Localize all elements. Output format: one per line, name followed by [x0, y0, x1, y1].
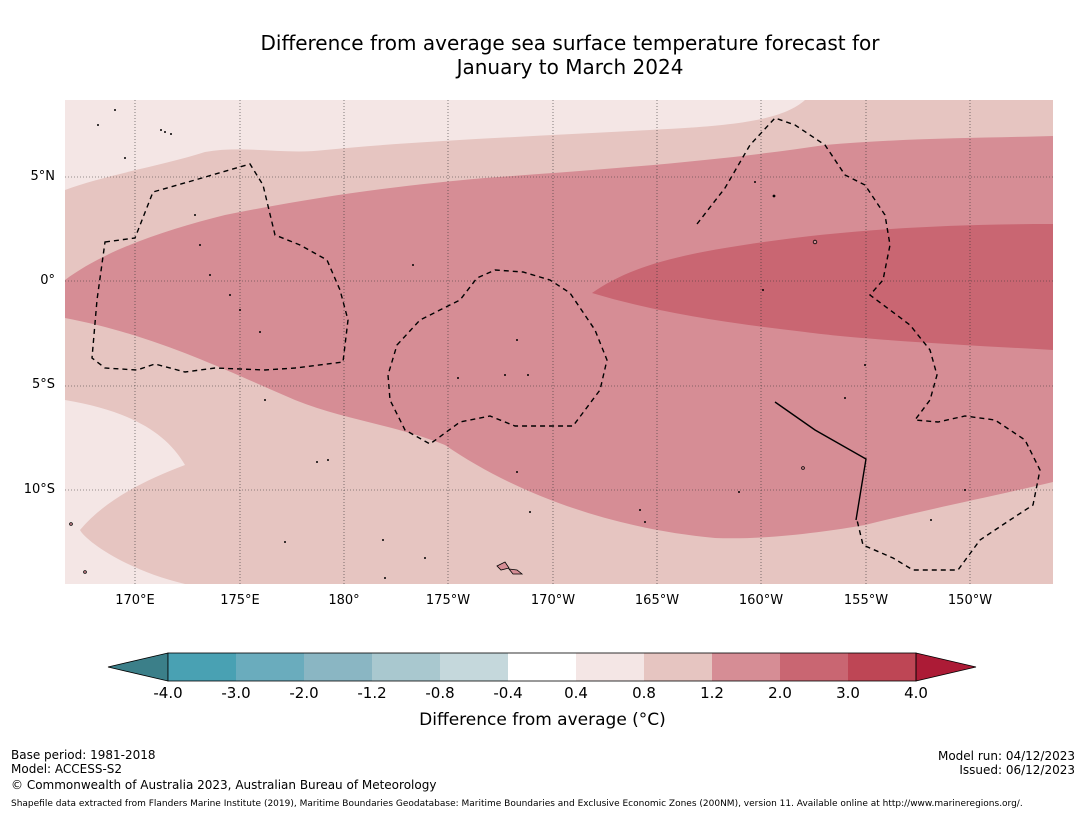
maritime-boundary [774, 401, 867, 521]
colorbar-segment [372, 653, 440, 681]
colorbar-segment [508, 653, 576, 681]
colorbar-tick-label: -4.0 [153, 684, 183, 702]
x-tick-175e: 175°E [220, 593, 260, 608]
colorbar-segment [576, 653, 644, 681]
colorbar-tick-label: -0.8 [425, 684, 455, 702]
x-tick-155w: 155°W [843, 593, 889, 608]
colorbar-outline [167, 652, 917, 682]
eez-boundaries [91, 117, 1041, 571]
y-tick-0: 0° [40, 273, 55, 288]
x-tick-160w: 160°W [738, 593, 784, 608]
colorbar-tick-label: 1.2 [700, 684, 724, 702]
x-tick-150w: 150°W [947, 593, 993, 608]
base-period: Base period: 1981-2018 [11, 748, 156, 762]
issued-date: Issued: 06/12/2023 [959, 763, 1075, 777]
islands [69, 239, 818, 575]
colorbar-segment [848, 653, 916, 681]
x-tick-175w: 175°W [425, 593, 471, 608]
colorbar [107, 652, 977, 682]
anomaly-band-2.0-3.0 [592, 224, 1053, 350]
sst-anomaly-map [65, 100, 1053, 584]
colorbar-tick-label: -0.4 [493, 684, 523, 702]
shapefile-credit: Shapefile data extracted from Flanders M… [11, 799, 1023, 809]
colorbar-segment [644, 653, 712, 681]
colorbar-segment [168, 653, 236, 681]
colorbar-tick-label: 0.4 [564, 684, 588, 702]
colorbar-arrow-low [107, 652, 169, 682]
footer-right: Model run: 04/12/2023 Issued: 06/12/2023 [938, 749, 1075, 777]
atolls [97, 109, 966, 579]
y-tick-10s: 10°S [23, 482, 55, 497]
colorbar-arrow-high [915, 652, 977, 682]
colorbar-segment [304, 653, 372, 681]
title-line-2: January to March 2024 [456, 55, 684, 79]
colorbar-label: Difference from average (°C) [419, 710, 666, 730]
colorbar-tick-label: -1.2 [357, 684, 387, 702]
title-line-1: Difference from average sea surface temp… [260, 31, 880, 55]
colorbar-segment [236, 653, 304, 681]
colorbar-tick-label: 4.0 [904, 684, 928, 702]
colorbar-tick-label: 0.8 [632, 684, 656, 702]
colorbar-tick-label: -2.0 [289, 684, 319, 702]
copyright: © Commonwealth of Australia 2023, Austra… [11, 778, 437, 792]
colorbar-tick-label: -3.0 [221, 684, 251, 702]
colorbar-tick-label: 2.0 [768, 684, 792, 702]
anomaly-band-1.2-2.0 [65, 136, 1053, 539]
colorbar-segment [712, 653, 780, 681]
footer-left: Base period: 1981-2018 Model: ACCESS-S2 … [11, 748, 436, 792]
y-tick-5n: 5°N [30, 169, 56, 184]
model-run: Model run: 04/12/2023 [937, 749, 1075, 763]
colorbar-tick-label: 3.0 [836, 684, 860, 702]
model-name: Model: ACCESS-S2 [11, 762, 123, 776]
colorbar-segment [780, 653, 848, 681]
map-title: Difference from average sea surface temp… [0, 31, 1085, 79]
x-tick-170e: 170°E [115, 593, 155, 608]
colorbar-segment [440, 653, 508, 681]
x-tick-180: 180° [328, 593, 360, 608]
x-tick-165w: 165°W [634, 593, 680, 608]
x-tick-170w: 170°W [530, 593, 576, 608]
y-tick-5s: 5°S [31, 377, 55, 392]
